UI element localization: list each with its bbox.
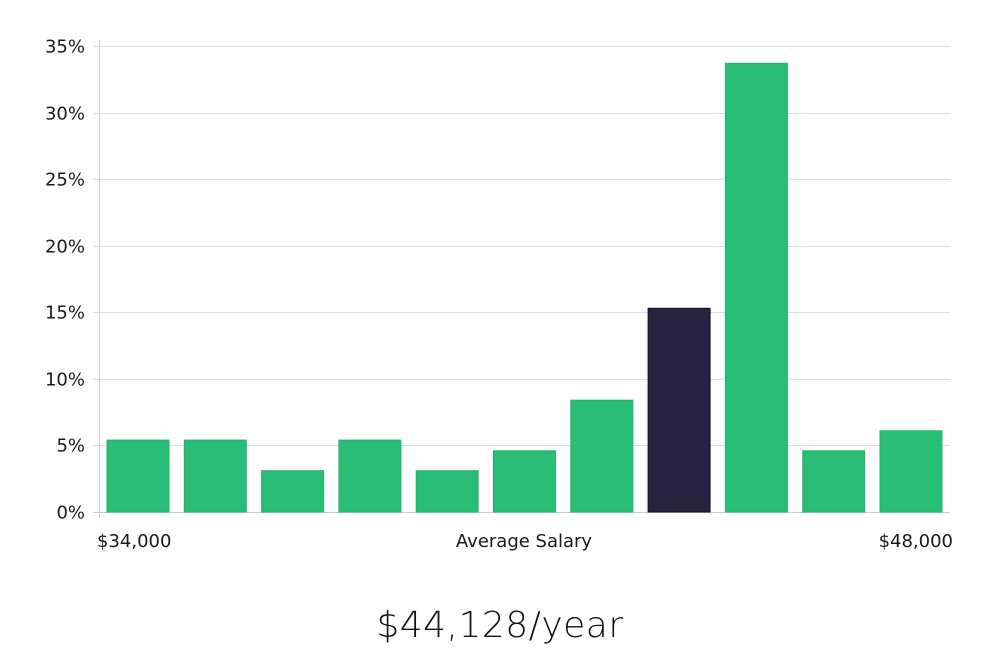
x-axis-title: Average Salary [456, 531, 593, 552]
x-max-label: $48,000 [879, 531, 953, 552]
salary-histogram: 0% 5% 10% 15% 20% 25% 30% 35% $34,000 Average S… [45, 37, 953, 553]
histogram-bar [338, 439, 402, 513]
x-axis: $34,000 Average Salary $48,000 [97, 531, 953, 552]
histogram-bar [802, 450, 866, 513]
histogram-bar-highlighted [647, 307, 711, 513]
histogram-bar [183, 439, 247, 513]
y-tick-label: 5% [56, 436, 85, 457]
histogram-bar [570, 399, 634, 513]
y-tick-label: 35% [45, 37, 85, 58]
x-min-label: $34,000 [97, 531, 171, 552]
histogram-bar [879, 430, 943, 513]
y-axis-ticks: 0% 5% 10% 15% 20% 25% 30% 35% [45, 37, 85, 524]
histogram-bar [724, 62, 788, 513]
y-tick-label: 0% [56, 503, 85, 524]
histogram-bar [415, 470, 479, 513]
histogram-bar [493, 450, 556, 513]
y-tick-label: 25% [45, 170, 85, 191]
bars [106, 62, 943, 513]
y-tick-label: 10% [45, 370, 85, 391]
histogram-bar [261, 470, 325, 513]
average-salary-value: $44,128/year [376, 605, 624, 646]
y-tick-label: 15% [45, 303, 85, 324]
y-tick-label: 20% [45, 237, 85, 258]
histogram-bar [106, 439, 170, 513]
y-tick-label: 30% [45, 104, 85, 125]
